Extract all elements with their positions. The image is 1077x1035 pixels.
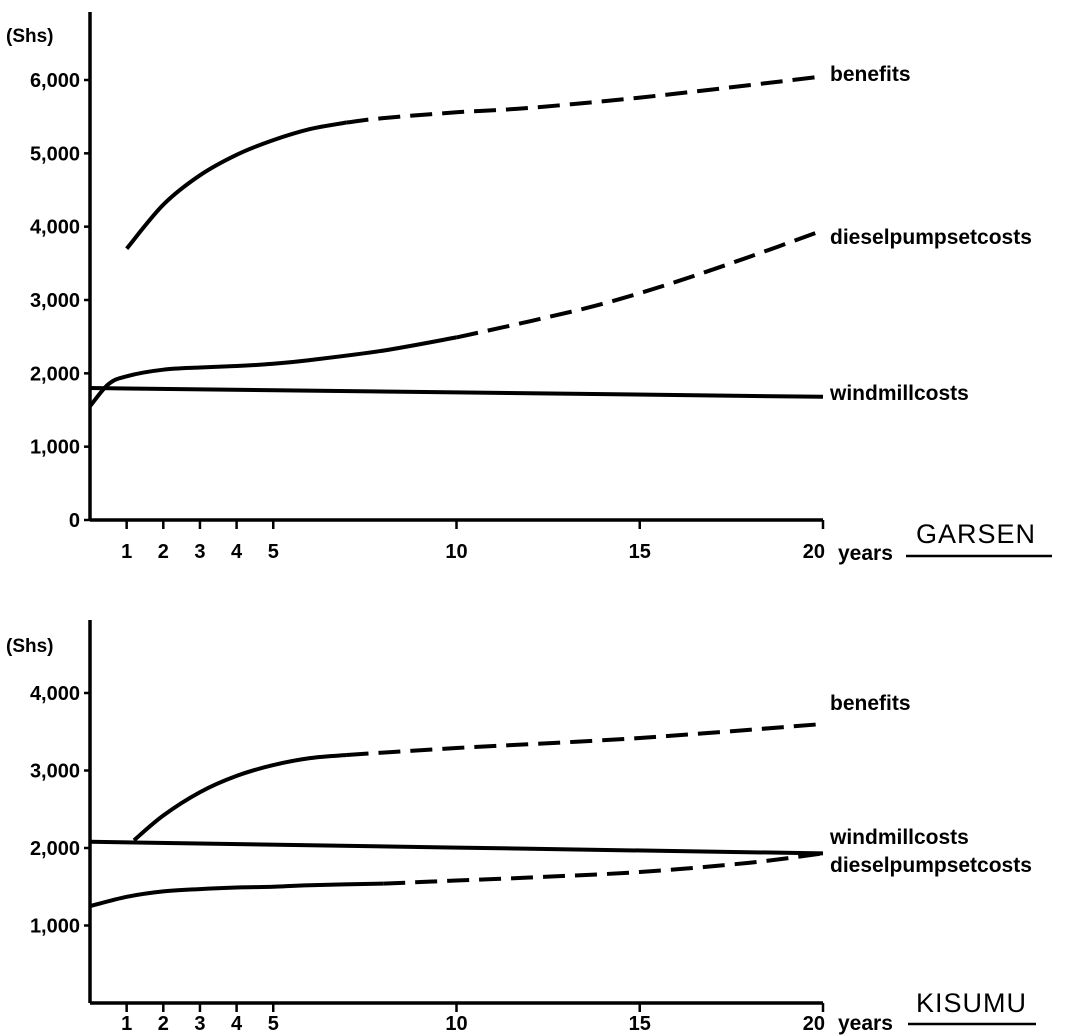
garsen-windmillcosts-line-solid — [89, 386, 824, 399]
kisumu-y-tick-label: 2,000 — [30, 838, 80, 860]
kisumu-x-tick-label: 20 — [803, 1013, 825, 1035]
garsen-x-tick-label: 20 — [803, 541, 825, 563]
garsen-y-tick-label: 0 — [69, 510, 80, 532]
garsen-x-tick-label: 5 — [268, 541, 279, 563]
kisumu-label-windmillcosts: windmillcosts — [829, 826, 969, 849]
garsen-series-lines — [88, 74, 824, 408]
garsen-x-tick-label: 2 — [158, 541, 169, 563]
kisumu-y-tick-label: 4,000 — [30, 683, 80, 705]
kisumu-x-tick-label: 15 — [629, 1013, 651, 1035]
garsen-benefits-line-dashed — [346, 74, 824, 125]
garsen-dieselpumpsetcosts-line-solid — [88, 335, 457, 408]
garsen-y-tick-label: 5,000 — [30, 143, 80, 165]
garsen-benefits-line-solid — [125, 120, 347, 250]
kisumu-x-tick-label: 5 — [268, 1013, 279, 1035]
kisumu-x-axis-label: years — [838, 1012, 893, 1035]
kisumu-y-tick-label: 1,000 — [30, 916, 80, 938]
garsen-y-tick-label: 4,000 — [30, 217, 80, 239]
garsen-y-tick-label: 1,000 — [30, 437, 80, 459]
garsen-dieselpumpsetcosts-line-dashed — [456, 228, 824, 340]
garsen-x-tick-label: 10 — [445, 541, 467, 563]
kisumu-y-tick-label: 3,000 — [30, 761, 80, 783]
garsen-y-tick-label: 6,000 — [30, 70, 80, 92]
kisumu-series-lines — [89, 722, 824, 909]
garsen-x-tick-label: 1 — [121, 541, 132, 563]
kisumu-x-tick-label: 1 — [121, 1013, 132, 1035]
garsen-y-tick-labels: 0 1,000 2,000 3,000 4,000 5,000 6,000 — [30, 70, 90, 532]
garsen-y-tick-label: 2,000 — [30, 363, 80, 385]
garsen-label-windmillcosts: windmillcosts — [829, 382, 969, 405]
garsen-label-benefits: benefits — [830, 63, 911, 86]
garsen-y-tick-label: 3,000 — [30, 290, 80, 312]
garsen-x-tick-label: 4 — [231, 541, 243, 563]
garsen-x-ticks: 1 2 3 4 5 10 15 20 — [121, 520, 825, 563]
kisumu-benefits-line-dashed — [346, 722, 824, 757]
garsen-x-tick-label: 3 — [194, 541, 205, 563]
garsen-y-unit-label: (Shs) — [6, 26, 54, 47]
kisumu-y-tick-labels: 1,000 2,000 3,000 4,000 — [30, 683, 90, 938]
garsen-x-axis-label: years — [838, 542, 893, 565]
kisumu-dieselpumpsetcosts-line-dashed — [383, 851, 824, 886]
kisumu-windmillcosts-line-solid — [89, 839, 824, 856]
kisumu-x-tick-label: 3 — [194, 1013, 205, 1035]
kisumu-benefits-line-solid — [132, 753, 347, 842]
kisumu-chart-title: KISUMU — [916, 988, 1027, 1018]
garsen-chart-title: GARSEN — [916, 519, 1036, 549]
kisumu-x-tick-label: 4 — [231, 1013, 243, 1035]
kisumu-label-benefits: benefits — [830, 692, 911, 715]
kisumu-dieselpumpsetcosts-line-solid — [89, 881, 384, 909]
kisumu-x-ticks: 1 2 3 4 5 10 15 20 — [121, 1003, 825, 1035]
garsen-chart: (Shs) 0 1,000 2,000 3,000 4,000 5,000 6,000 1 2… — [6, 12, 1052, 565]
kisumu-x-tick-label: 10 — [445, 1013, 467, 1035]
kisumu-chart: (Shs) 1,000 2,000 3,000 4,000 1 2 3 4 5 10 15 20 y… — [6, 620, 1036, 1035]
kisumu-label-dieselpumpsetcosts: dieselpumpsetcosts — [830, 854, 1032, 877]
garsen-x-tick-label: 15 — [629, 541, 651, 563]
kisumu-y-unit-label: (Shs) — [6, 636, 54, 657]
garsen-label-dieselpumpsetcosts: dieselpumpsetcosts — [830, 226, 1032, 249]
kisumu-x-tick-label: 2 — [158, 1013, 169, 1035]
